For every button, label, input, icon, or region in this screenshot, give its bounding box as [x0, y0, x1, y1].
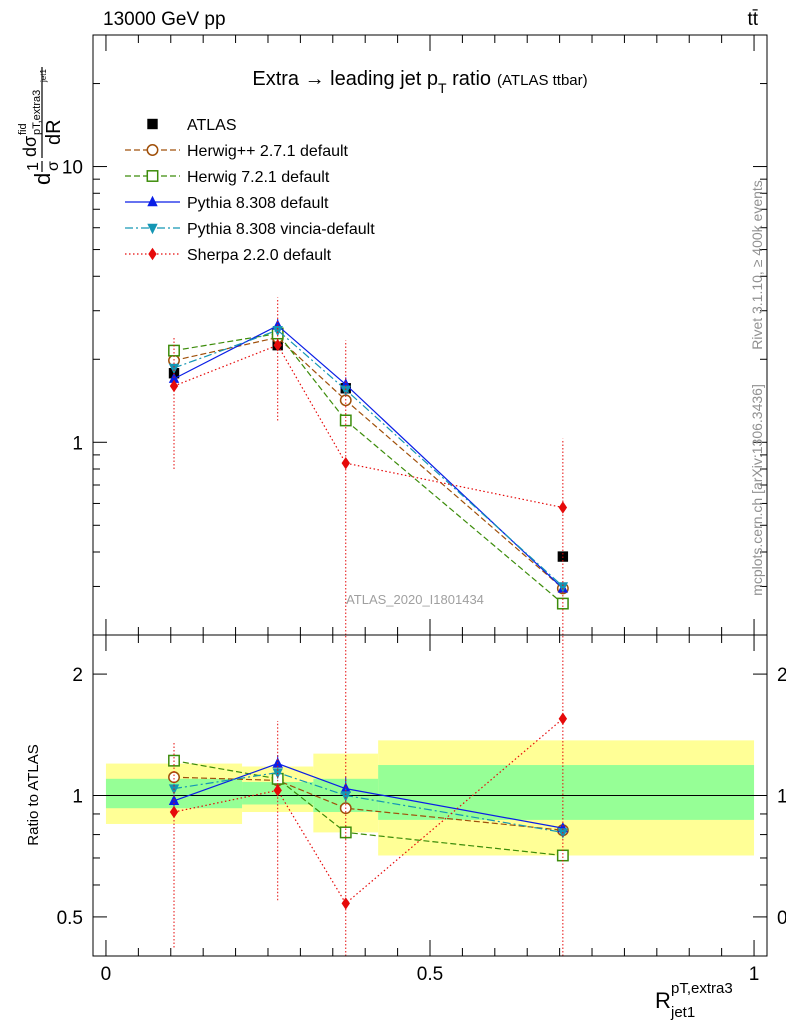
- axes: 1 10 0.5 0.5 1 1 2 2 0 0.5 1: [57, 34, 786, 985]
- legend-marker-sherpa: [148, 247, 157, 261]
- main-herwig7-line: [173, 332, 564, 605]
- ratio-ytick-label-right-0: 0.5: [777, 908, 786, 929]
- ylabel-extra3: pT,extra3: [31, 90, 43, 135]
- main-sherpa-point-0: [169, 379, 179, 393]
- main-series-atlas: [168, 339, 569, 562]
- plot-title-note: (ATLAS ttbar): [497, 72, 588, 89]
- legend-marker-atlas: [147, 118, 158, 130]
- legend-label-atlas: ATLAS: [187, 117, 237, 134]
- xtick-label-1: 0.5: [417, 964, 443, 985]
- ratio-series-sherpa: [169, 635, 568, 956]
- legend-entry-herwigpp: Herwig++ 2.7.1 default: [125, 143, 349, 160]
- main-ytick-label-1: 10: [62, 158, 83, 179]
- main-herwigpp-line: [173, 336, 564, 589]
- energy-label: 13000 GeV pp: [103, 9, 226, 30]
- legend-label-herwigpp: Herwig++ 2.7.1 default: [187, 143, 349, 160]
- ylabel-sigma-2: σ: [20, 136, 40, 147]
- main-y-axis-label: d 1 σ d σ fid pT,extra3 jet1 dR: [17, 67, 65, 185]
- ratio-sherpa-point-1: [273, 784, 282, 797]
- plot-title: Extra → leading jet pT ratio (ATLAS ttbar…: [252, 68, 587, 96]
- x-axis-label: R pT,extra3 jet1: [655, 980, 733, 1021]
- main-pythia-line: [173, 324, 564, 589]
- ratio-ytick-label-right-1: 1: [777, 787, 786, 808]
- legend-entry-herwig7: Herwig 7.2.1 default: [125, 169, 330, 186]
- ratio-ytick-label-right-2: 2: [777, 665, 786, 686]
- main-ylabel-group: d: [30, 173, 55, 185]
- main-herwig7-point-0: [168, 344, 180, 357]
- legend-marker-herwigpp: [146, 144, 159, 156]
- main-ytick-label-0: 1: [72, 433, 83, 454]
- ylabel-jet1: jet1: [39, 69, 48, 83]
- ratio-band-inner-3: [378, 765, 755, 820]
- ratio-herwig7-point-3: [556, 849, 569, 862]
- ratio-uncertainty-bands: [105, 740, 755, 856]
- main-series-sherpa: [169, 297, 568, 635]
- ratio-ytick-label-left-1: 1: [72, 787, 83, 808]
- main-vincia-point-2: [340, 385, 351, 396]
- xlabel-subscript: jet1: [670, 1004, 695, 1021]
- main-vincia-point-1: [272, 325, 283, 337]
- plot-title-subscript: T: [438, 80, 447, 96]
- main-vincia-point-3: [557, 582, 569, 593]
- main-series-herwig7: [168, 327, 569, 610]
- legend-entry-atlas: ATLAS: [147, 117, 237, 134]
- main-vincia-point-0: [168, 363, 180, 375]
- ratio-y-axis-label: Ratio to ATLAS: [25, 744, 42, 845]
- ylabel-sigma-1: σ: [45, 161, 62, 171]
- legend-label-pythia: Pythia 8.308 default: [187, 195, 329, 212]
- ratio-sherpa-point-2: [341, 897, 350, 910]
- ratio-herwig7-line: [173, 760, 563, 857]
- xtick-label-0: 0: [101, 964, 112, 985]
- ratio-sherpa-line: [173, 718, 564, 905]
- ratio-herwigpp-point-0: [168, 771, 180, 784]
- xtick-label-2: 1: [749, 964, 760, 985]
- ylabel-fid: fid: [17, 123, 29, 135]
- main-sherpa-point-3: [558, 501, 568, 514]
- ratio-vincia-line: [173, 771, 563, 834]
- legend-marker-herwig7: [146, 170, 159, 182]
- ratio-pythia-line: [173, 762, 563, 829]
- ratio-sherpa-point-3: [558, 712, 568, 725]
- main-sherpa-point-2: [341, 456, 350, 470]
- main-series-vincia: [168, 325, 569, 593]
- main-series-pythia: [168, 318, 569, 593]
- ylabel-d2: d: [20, 147, 40, 157]
- legend-label-vincia: Pythia 8.308 vincia-default: [187, 221, 375, 238]
- plot-title-tail: ratio: [447, 68, 491, 90]
- analysis-id: ATLAS_2020_I1801434: [346, 592, 484, 607]
- main-sherpa-point-1: [273, 338, 282, 352]
- ratio-sherpa-point-0: [169, 805, 179, 819]
- plot-title-main: Extra → leading jet p: [252, 68, 438, 90]
- ratio-ytick-label-left-2: 2: [72, 665, 83, 686]
- legend-marker-pythia: [147, 195, 158, 207]
- main-vincia-line: [173, 329, 564, 587]
- legend-marker-vincia: [147, 223, 158, 235]
- ylabel-d1: d: [30, 173, 55, 185]
- legend-label-sherpa: Sherpa 2.2.0 default: [187, 247, 332, 264]
- ratio-ytick-label-left-0: 0.5: [57, 908, 83, 929]
- ylabel-one: 1: [25, 162, 42, 171]
- process-label: tt̄: [747, 9, 758, 30]
- main-herwig7-point-3: [556, 597, 569, 610]
- ratio-vincia-point-2: [340, 791, 351, 802]
- ratio-herwigpp-line: [173, 776, 563, 831]
- legend-entry-vincia: Pythia 8.308 vincia-default: [125, 221, 375, 238]
- mcplots-reference: mcplots.cern.ch [arXiv:1306.3436]: [749, 384, 765, 596]
- legend-label-herwig7: Herwig 7.2.1 default: [187, 169, 330, 186]
- legend: ATLAS Herwig++ 2.7.1 default Herwig 7.2.1 …: [125, 117, 375, 264]
- ylabel-dR: dR: [43, 119, 65, 145]
- data-series: [168, 297, 569, 956]
- legend-entry-sherpa: Sherpa 2.2.0 default: [125, 247, 332, 264]
- main-sherpa-line: [173, 344, 563, 509]
- legend-entry-pythia: Pythia 8.308 default: [125, 195, 329, 212]
- xlabel-R: R: [655, 988, 671, 1013]
- xlabel-superscript: pT,extra3: [671, 980, 733, 997]
- rivet-version-note: Rivet 3.1.10, ≥ 400k events: [749, 180, 765, 350]
- main-series-herwigpp: [168, 331, 569, 595]
